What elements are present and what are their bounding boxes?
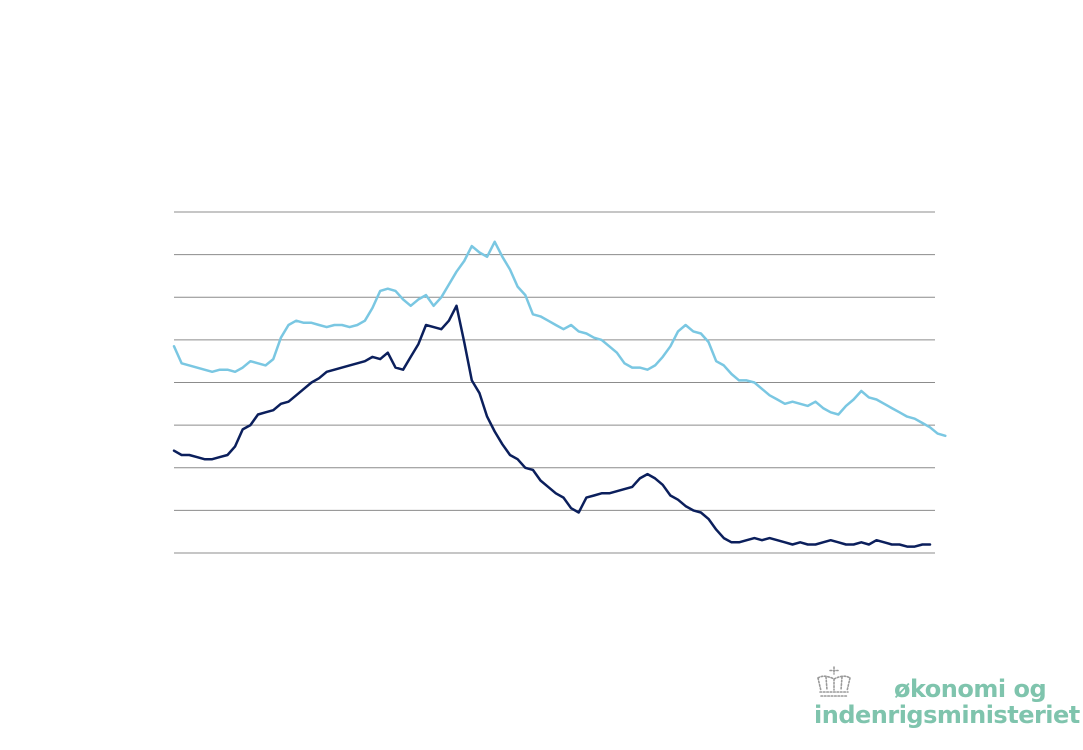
crown-icon: [817, 666, 851, 697]
logo-line-1: økonomi og: [894, 675, 1047, 703]
chart-gridlines: [174, 211, 935, 554]
chart-series: [172, 240, 947, 548]
logo-line-2: indenrigsministeriet: [814, 701, 1080, 729]
series-line-2: [172, 304, 932, 548]
series-line-1: [172, 240, 947, 438]
ministry-logo: økonomi og indenrigsministeriet: [812, 664, 1080, 734]
